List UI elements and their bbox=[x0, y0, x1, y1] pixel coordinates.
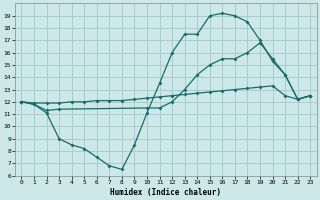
X-axis label: Humidex (Indice chaleur): Humidex (Indice chaleur) bbox=[110, 188, 221, 197]
